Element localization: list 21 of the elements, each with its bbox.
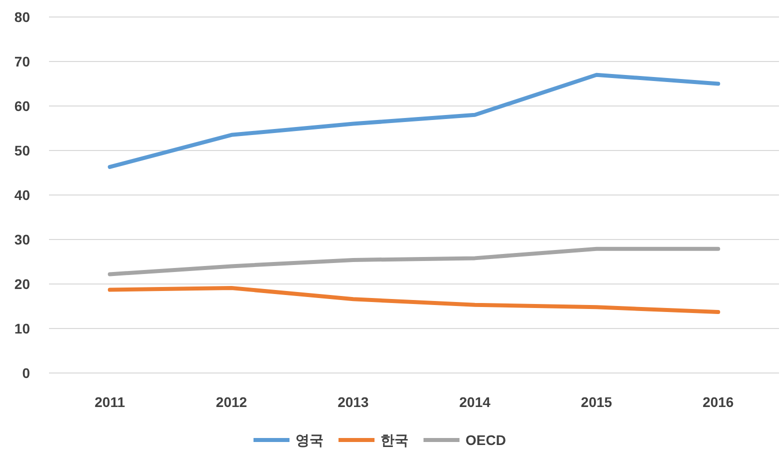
x-tick-label: 2012 <box>216 394 248 410</box>
y-tick-label: 0 <box>22 365 30 381</box>
x-tick-label: 2014 <box>459 394 491 410</box>
x-tick-label: 2013 <box>338 394 369 410</box>
line-series <box>108 286 720 314</box>
y-tick-label: 40 <box>14 187 30 203</box>
line-series <box>108 72 720 169</box>
x-tick-label: 2016 <box>702 394 734 410</box>
legend-label: OECD <box>466 432 506 448</box>
x-tick-label: 2011 <box>94 394 126 410</box>
y-tick-label: 30 <box>14 232 30 248</box>
y-tick-label: 20 <box>14 276 30 292</box>
y-tick-label: 80 <box>14 9 30 25</box>
y-tick-label: 10 <box>14 320 30 336</box>
y-tick-label: 60 <box>14 98 30 114</box>
x-tick-label: 2015 <box>580 394 612 410</box>
line-series <box>108 246 720 276</box>
y-tick-label: 70 <box>14 54 30 70</box>
legend-label: 한국 <box>380 432 408 448</box>
legend-label: 영국 <box>296 432 324 448</box>
y-tick-label: 50 <box>14 142 30 158</box>
